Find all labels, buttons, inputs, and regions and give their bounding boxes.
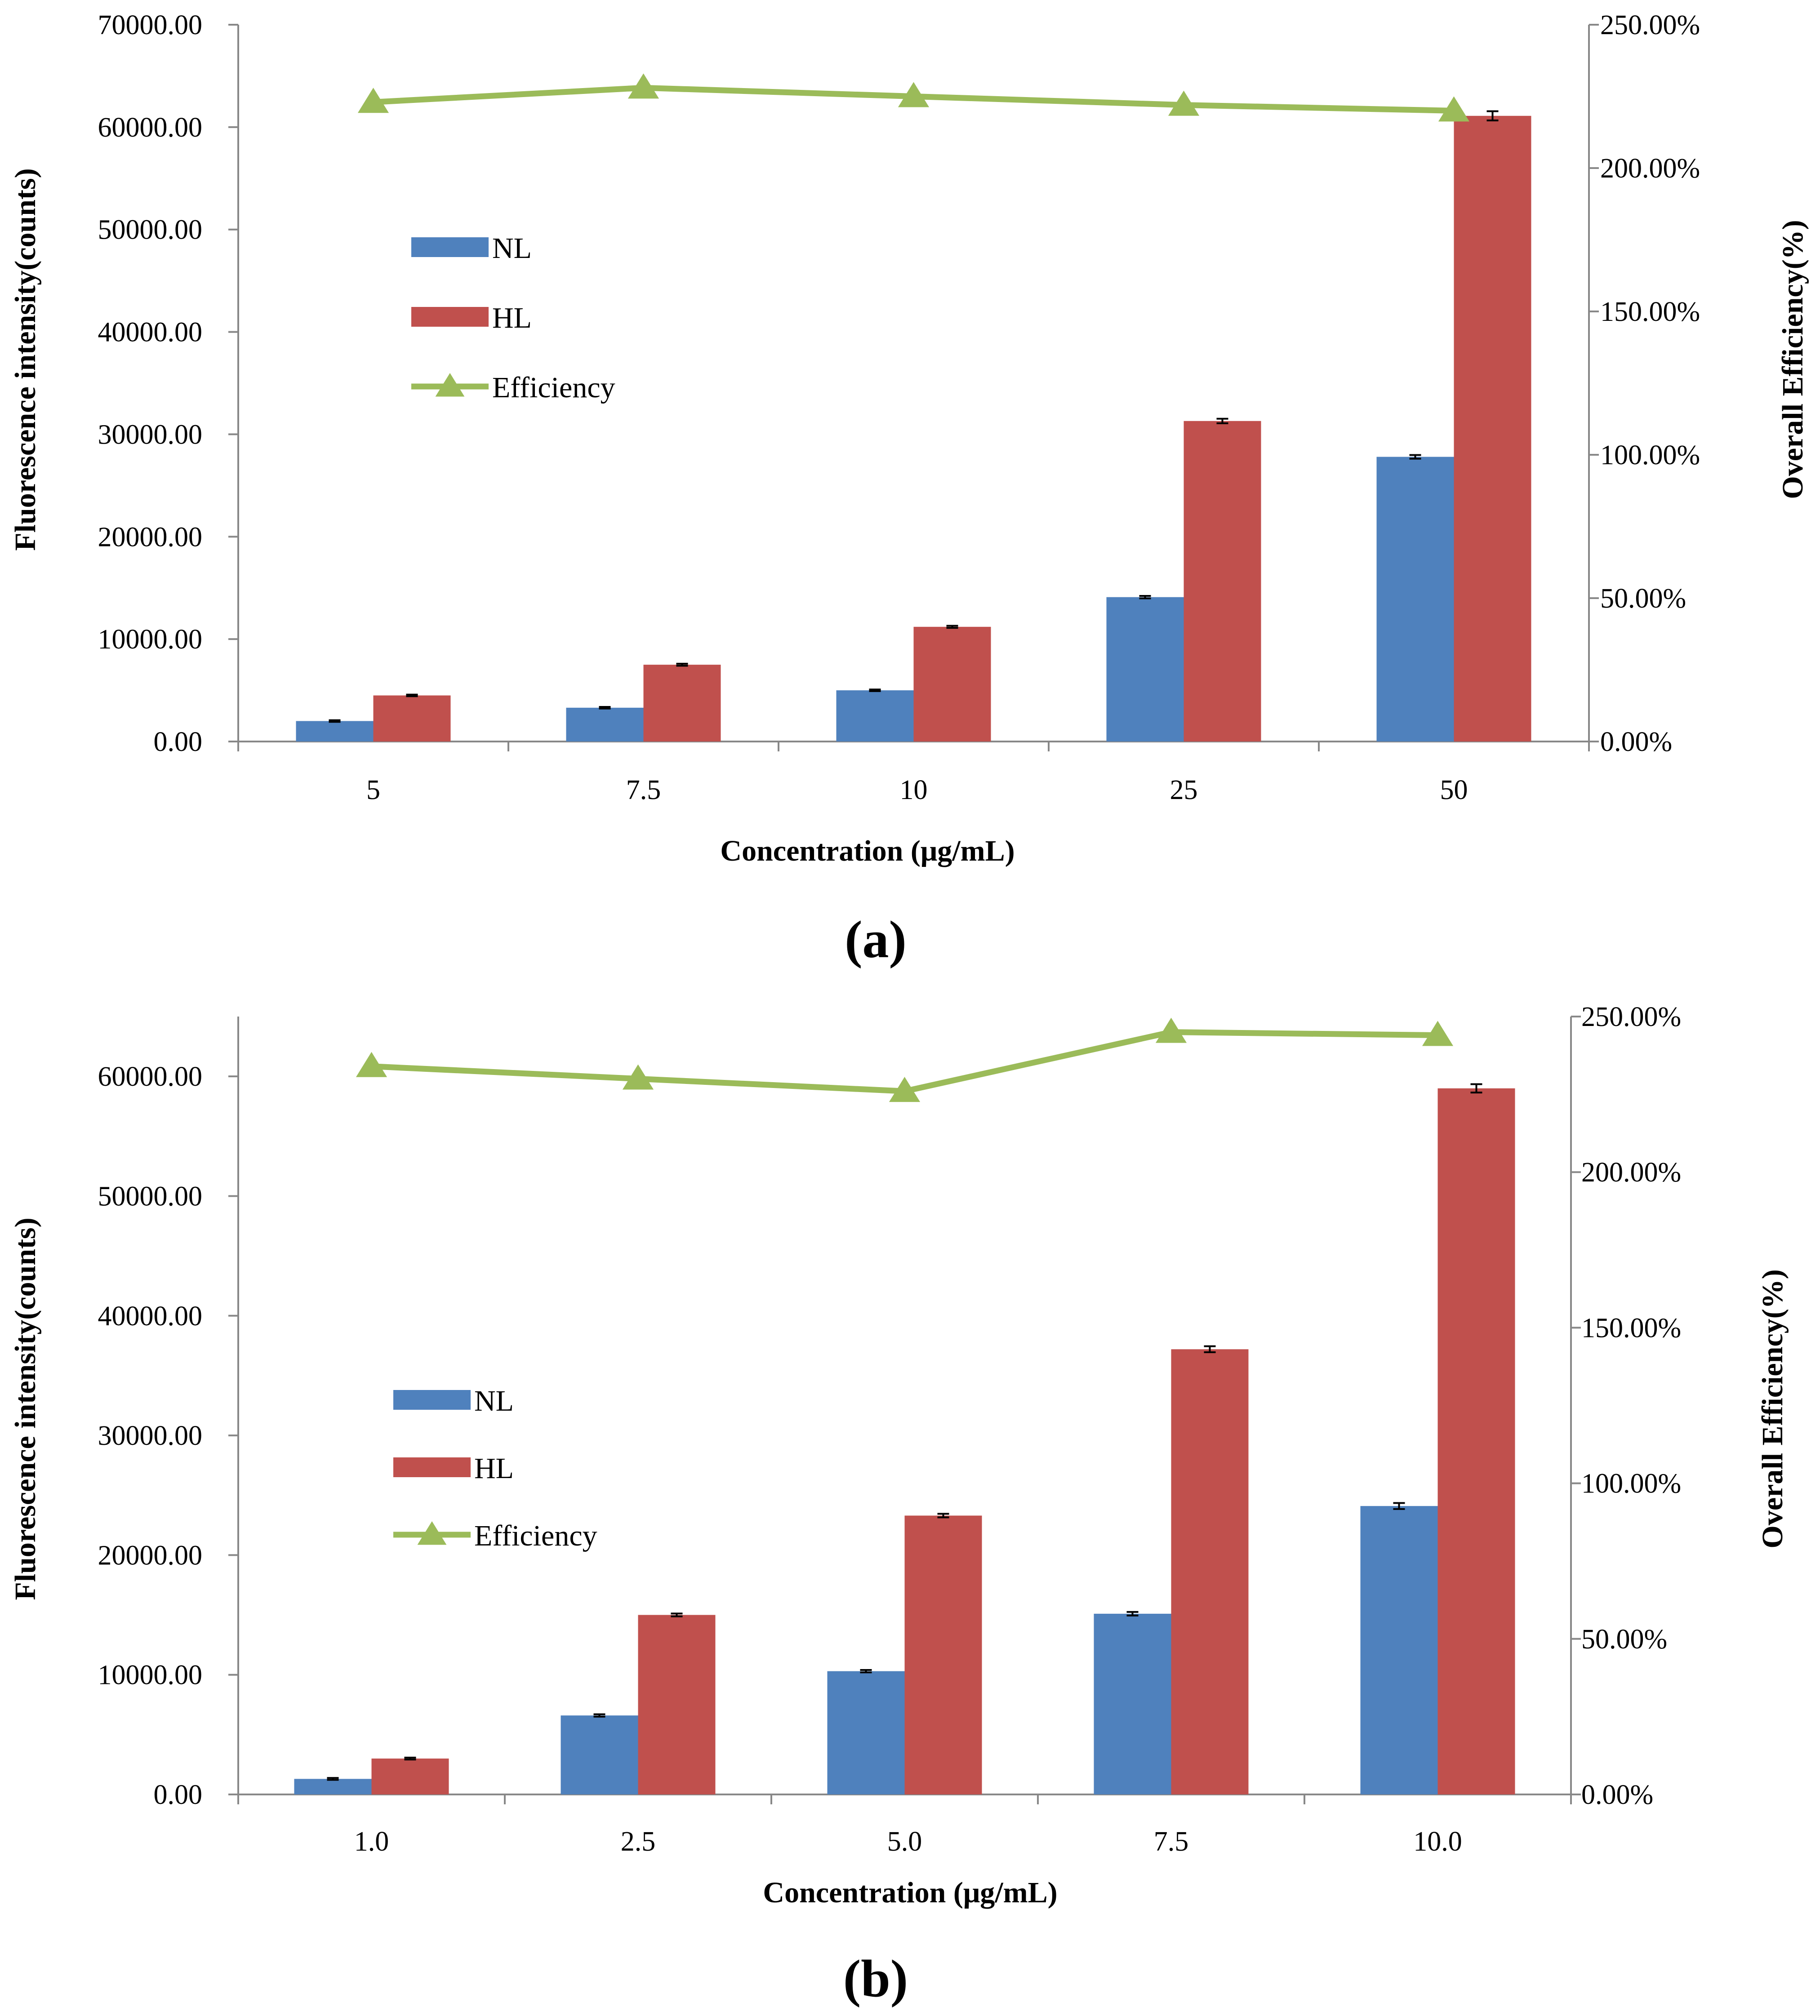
bar-hl [371,1758,449,1794]
x-tick-label: 10 [900,775,928,805]
y2-tick-label: 250.00% [1581,1002,1681,1032]
y2-tick-label: 100.00% [1581,1469,1681,1499]
legend-swatch-nl [393,1390,471,1410]
legend-swatch-hl [411,307,489,327]
efficiency-marker [1155,1017,1187,1043]
y-tick-label: 70000.00 [98,10,203,40]
bar-hl [373,695,451,742]
bar-nl [1094,1613,1171,1794]
x-tick-label: 7.5 [1154,1826,1189,1857]
y-tick-label: 10000.00 [98,1660,203,1691]
efficiency-marker [357,88,389,113]
y-tick-label: 20000.00 [98,1540,203,1571]
legend-label: HL [492,302,532,334]
bar-nl [566,707,644,742]
bar-nl [1360,1506,1438,1794]
legend-label: Efficiency [474,1519,597,1552]
y2-tick-label: 50.00% [1581,1624,1667,1655]
legend-label: NL [492,232,532,265]
panel-label-a: (a) [845,910,907,969]
efficiency-marker [889,1077,921,1102]
legend-swatch-marker [417,1521,447,1545]
y-axis-title: Fluorescence intensity(counts) [9,168,42,551]
bar-nl [296,721,374,742]
efficiency-marker [356,1052,387,1077]
y-tick-label: 0.00 [154,1780,203,1810]
y-tick-label: 0.00 [154,727,203,757]
legend-label: HL [474,1452,514,1485]
y2-tick-label: 250.00% [1600,10,1700,40]
legend-swatch-marker [435,373,465,397]
y-tick-label: 40000.00 [98,1301,203,1332]
y2-axis-title: Overall Efficiency(%) [1776,220,1809,499]
y2-tick-label: 50.00% [1600,583,1686,614]
x-tick-label: 25 [1170,775,1198,805]
bar-nl [1376,457,1454,742]
efficiency-marker [622,1064,654,1090]
y2-tick-label: 0.00% [1581,1780,1653,1810]
y2-tick-label: 200.00% [1600,153,1700,184]
y2-tick-label: 150.00% [1600,297,1700,327]
legend-label: Efficiency [492,371,615,404]
efficiency-marker [1438,96,1470,122]
bar-nl [294,1779,372,1794]
y-tick-label: 60000.00 [98,1061,203,1092]
y-tick-label: 20000.00 [98,522,203,552]
y-tick-label: 10000.00 [98,624,203,655]
legend-swatch-nl [411,237,489,257]
legend: NL HL Efficiency [393,1385,597,1552]
bar-nl [1106,597,1184,742]
bar-hl [1171,1349,1249,1794]
plot-area: 0.00 10000.00 20000.00 30000.00 40000.00 5000… [98,1002,1682,1857]
bar-nl [561,1715,638,1794]
x-axis-title: Concentration (μg/mL) [763,1876,1057,1909]
efficiency-marker [1422,1021,1454,1046]
efficiency-marker [627,73,659,99]
legend-swatch-hl [393,1457,471,1477]
bar-nl [827,1671,905,1794]
y-tick-label: 30000.00 [98,419,203,450]
y2-tick-label: 150.00% [1581,1313,1681,1343]
y2-tick-label: 200.00% [1581,1157,1681,1188]
legend: NL HL Efficiency [411,232,615,404]
y-tick-label: 40000.00 [98,317,203,348]
x-axis-title: Concentration (μg/mL) [720,835,1015,867]
x-tick-label: 50 [1440,775,1468,805]
y-tick-label: 50000.00 [98,215,203,245]
panel-label-b: (b) [843,1949,908,2008]
bar-hl [904,1515,982,1794]
bar-hl [643,665,721,742]
plot-area: 0.00 10000.00 20000.00 30000.00 40000.00 5000… [98,10,1700,805]
bar-hl [638,1615,716,1794]
bar-hl [913,626,991,742]
bar-hl [1454,115,1531,742]
y2-tick-label: 100.00% [1600,440,1700,471]
chart-panel-a: Fluorescence intensity(counts) Overall E… [9,10,1809,969]
y-tick-label: 50000.00 [98,1181,203,1212]
x-tick-label: 2.5 [621,1826,656,1857]
bar-hl [1184,421,1261,742]
y-tick-label: 30000.00 [98,1421,203,1451]
efficiency-marker [898,82,930,107]
x-tick-label: 7.5 [626,775,661,805]
bar-nl [836,690,914,742]
legend-label: NL [474,1385,514,1417]
x-tick-label: 5 [366,775,380,805]
chart-panel-b: Fluorescence intensity(counts) Overall E… [9,1002,1789,2008]
y2-tick-label: 0.00% [1600,727,1672,757]
efficiency-marker [1168,90,1200,116]
y-axis-title-text: Fluorescence intensity(counts) [9,168,42,551]
y-axis-title: Fluorescence intensity(counts) [9,1217,42,1600]
x-tick-label: 5.0 [887,1826,922,1857]
y-tick-label: 60000.00 [98,112,203,143]
x-tick-label: 1.0 [354,1826,389,1857]
x-tick-label: 10.0 [1413,1826,1462,1857]
y2-axis-title: Overall Efficiency(%) [1756,1269,1789,1548]
bar-hl [1437,1088,1515,1794]
